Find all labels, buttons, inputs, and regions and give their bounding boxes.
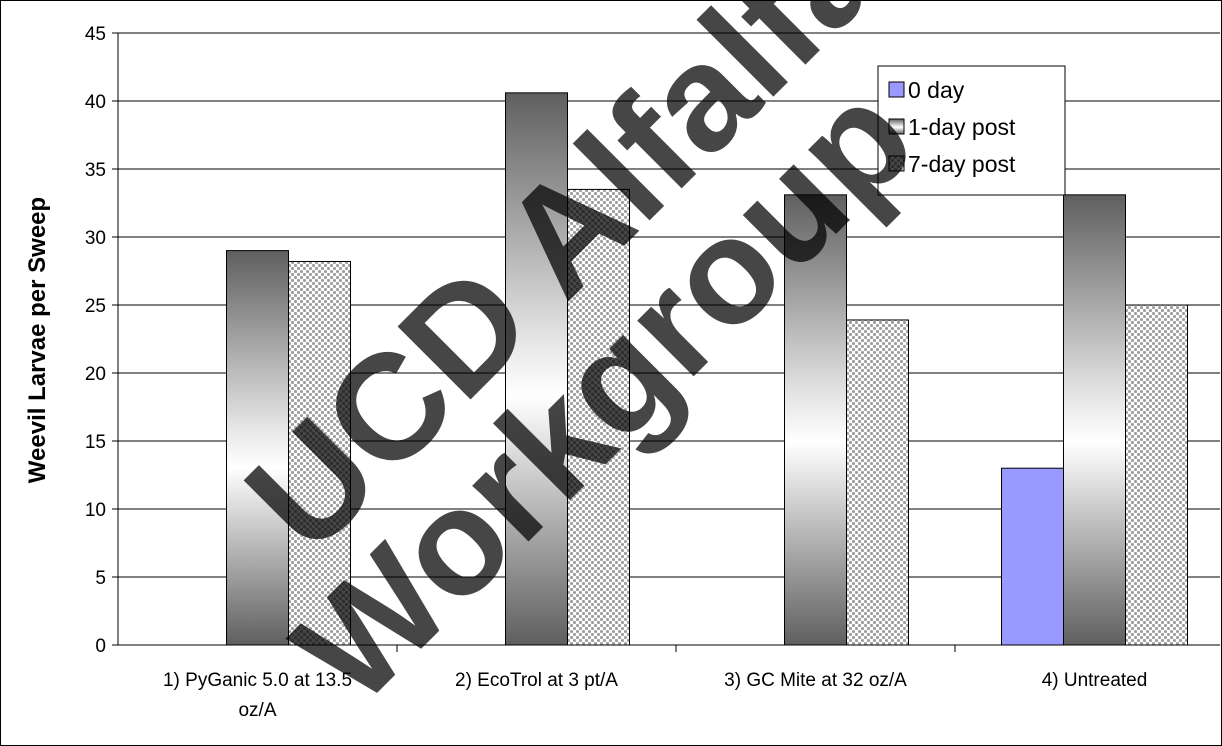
legend-label: 0 day [908,77,965,103]
axes [112,32,1220,652]
bar-7-day-post [567,188,630,646]
y-tick-label: 40 [85,92,106,113]
y-tick-label: 0 [95,636,106,657]
y-tick-label: 5 [95,568,106,589]
bar-7-day-post [1125,304,1188,646]
category-labels: 1) PyGanic 5.0 at 13.5 oz/A 2) EcoTrol at … [163,670,1147,721]
category-label: 2) EcoTrol at 3 pt/A [455,670,618,691]
y-tick-label: 15 [85,432,106,453]
category-label: 4) Untreated [1042,670,1148,691]
y-tick-label: 20 [85,364,106,385]
category-label: 3) GC Mite at 32 oz/A [724,670,907,691]
legend-swatch [888,155,905,172]
y-tick-label: 25 [85,296,106,317]
y-tick-label: 45 [85,24,106,45]
legend-box [877,65,1066,196]
legend-label: 1-day post [908,114,1016,140]
bar-7-day-post [846,319,909,646]
y-tick-label: 35 [85,160,106,181]
bar-7-day-post [288,260,351,646]
y-tick-labels: 0 5 10 15 20 25 30 35 40 45 [85,24,106,657]
y-axis-label: Weevil Larvae per Sweep [24,197,51,483]
legend-label: 7-day post [908,151,1016,177]
bar-0-day [1001,467,1064,646]
bars [226,92,1188,646]
legend-swatch [888,81,905,98]
legend-swatch [888,118,905,135]
category-label: 1) PyGanic 5.0 at 13.5 oz/A [163,670,352,721]
y-tick-label: 30 [85,228,106,249]
bar-1-day-post [1063,194,1126,646]
y-tick-label: 10 [85,500,106,521]
legend: 0 day 1-day post 7-day post [877,65,1066,196]
